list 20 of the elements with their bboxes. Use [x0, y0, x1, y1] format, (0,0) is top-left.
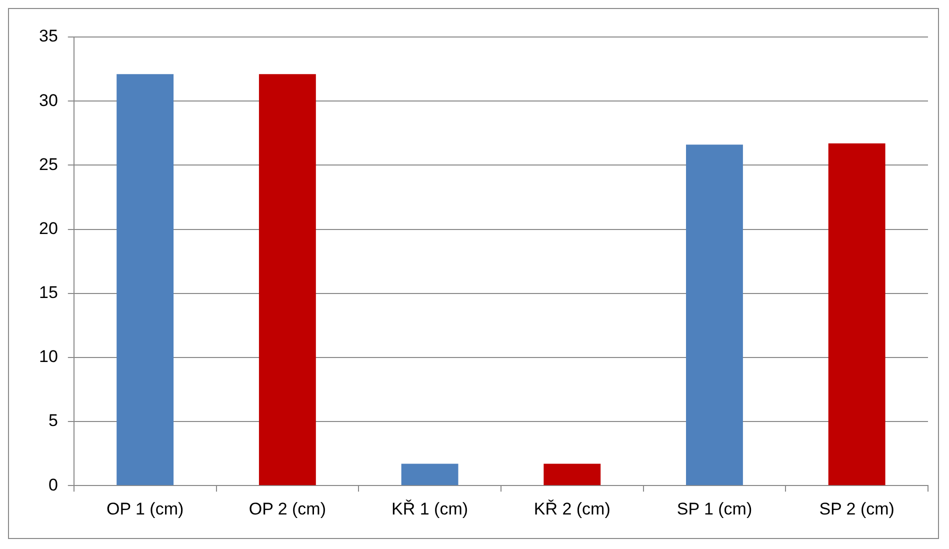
- y-tick-label: 20: [38, 218, 58, 238]
- y-tick-label: 5: [48, 411, 58, 430]
- x-tick-label: KŘ 1 (cm): [392, 499, 468, 518]
- y-tick-label: 25: [38, 154, 58, 174]
- bar: [116, 74, 174, 486]
- x-tick-label: KŘ 2 (cm): [534, 499, 610, 518]
- x-tick-label: SP 1 (cm): [676, 499, 752, 518]
- x-tick-label: OP 1 (cm): [106, 499, 184, 518]
- bar: [258, 74, 316, 486]
- bar: [544, 464, 601, 486]
- x-tick-label: OP 2 (cm): [248, 499, 326, 518]
- bar: [401, 464, 458, 486]
- y-tick-label: 0: [48, 475, 58, 494]
- bar: [828, 143, 886, 486]
- y-tick-label: 30: [38, 90, 58, 110]
- x-tick-label: SP 2 (cm): [819, 499, 894, 518]
- y-tick-label: 35: [38, 26, 58, 46]
- y-tick-label: 15: [38, 283, 58, 302]
- bar: [686, 144, 743, 486]
- y-tick-label: 10: [38, 347, 58, 366]
